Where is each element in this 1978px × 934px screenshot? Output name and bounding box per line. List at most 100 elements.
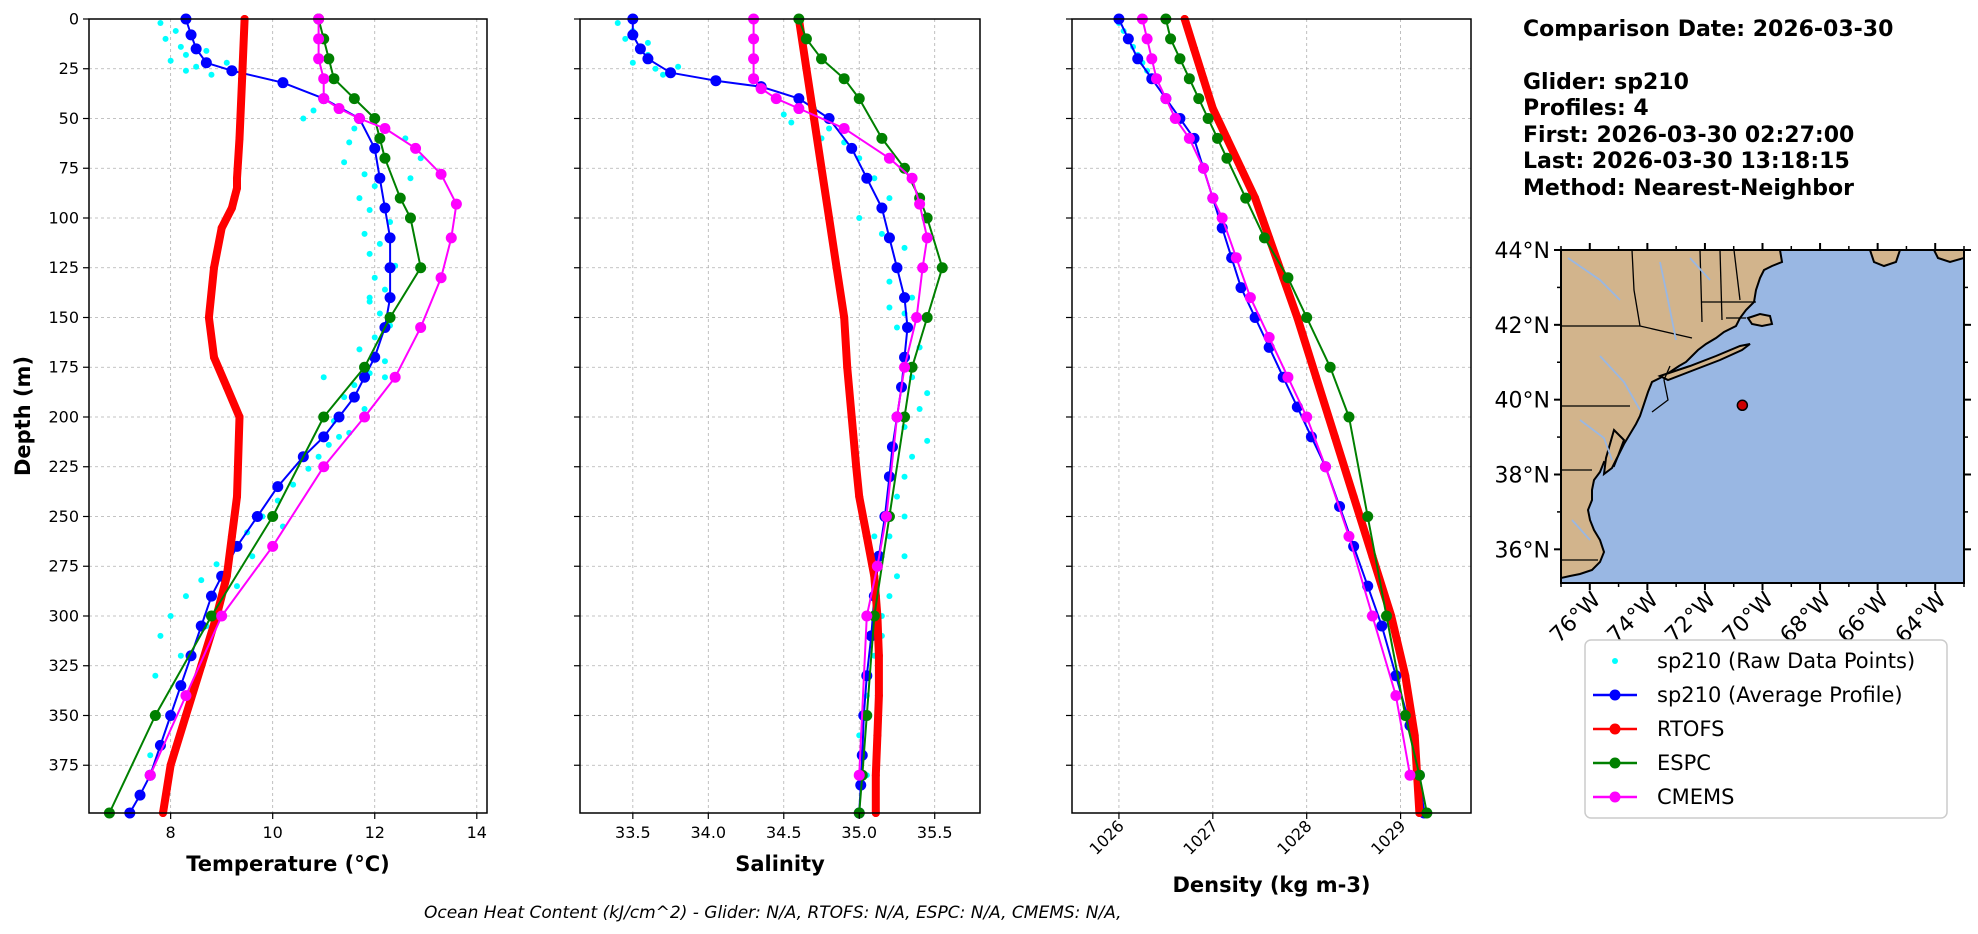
series-marker-cmems bbox=[415, 321, 427, 333]
series-marker-glider bbox=[318, 431, 330, 443]
series-marker-espc bbox=[374, 132, 386, 144]
x-axis-label: Temperature (°C) bbox=[186, 852, 389, 876]
series-marker-cmems bbox=[861, 610, 873, 622]
x-tick-label: 35.0 bbox=[841, 823, 877, 842]
raw-data-point bbox=[193, 63, 200, 70]
raw-data-point bbox=[901, 513, 908, 520]
y-tick-label: 300 bbox=[48, 606, 79, 625]
series-marker-espc bbox=[861, 709, 873, 721]
series-marker-glider bbox=[384, 232, 396, 244]
series-marker-espc bbox=[318, 411, 330, 423]
raw-data-point bbox=[167, 612, 174, 619]
raw-data-point bbox=[182, 51, 189, 58]
series-marker-espc bbox=[1343, 411, 1355, 423]
series-marker-espc bbox=[1258, 232, 1270, 244]
series-marker-rtofs bbox=[832, 263, 841, 272]
raw-data-point bbox=[198, 577, 205, 584]
map-lon-label: 74°W bbox=[1603, 587, 1664, 648]
series-marker-glider bbox=[333, 411, 345, 423]
raw-data-point bbox=[893, 493, 900, 500]
series-marker-cmems bbox=[871, 560, 883, 572]
raw-data-point bbox=[407, 175, 414, 182]
series-marker-glider bbox=[175, 680, 187, 692]
series-marker-rtofs bbox=[852, 462, 861, 471]
y-tick-label: 75 bbox=[59, 159, 79, 178]
series-marker-cmems bbox=[1207, 192, 1219, 204]
series-marker-espc bbox=[936, 262, 948, 274]
raw-data-point bbox=[371, 274, 378, 281]
series-marker-cmems bbox=[899, 361, 911, 373]
raw-data-point bbox=[644, 39, 651, 46]
series-marker-cmems bbox=[1244, 292, 1256, 304]
series-marker-glider bbox=[665, 67, 677, 79]
legend-label: CMEMS bbox=[1657, 785, 1735, 809]
series-marker-rtofs bbox=[840, 313, 849, 322]
series-marker-rtofs bbox=[1236, 164, 1245, 173]
raw-data-point bbox=[300, 115, 307, 122]
raw-data-point bbox=[660, 71, 667, 78]
legend-swatch-marker-rtofs bbox=[1609, 723, 1621, 735]
raw-data-point bbox=[361, 230, 368, 237]
series-line-glider bbox=[128, 18, 392, 814]
chart-panel-3: 1026 1027 1028 1029 Density (kg m-3) bbox=[1066, 13, 1472, 897]
series-line-glider bbox=[631, 18, 909, 814]
x-tick-label: 14 bbox=[467, 823, 487, 842]
series-marker-glider bbox=[793, 93, 805, 105]
series-marker-cmems bbox=[1160, 93, 1172, 105]
series-marker-glider bbox=[856, 749, 868, 761]
raw-data-point bbox=[417, 155, 424, 162]
y-tick-label: 150 bbox=[48, 308, 79, 327]
series-marker-cmems bbox=[793, 103, 805, 115]
series-marker-glider bbox=[902, 321, 914, 333]
raw-data-point bbox=[366, 207, 373, 214]
series-marker-rtofs bbox=[210, 263, 219, 272]
series-marker-rtofs bbox=[862, 532, 871, 541]
legend: sp210 (Raw Data Points) sp210 (Average Pr… bbox=[1584, 639, 1948, 819]
legend-label: sp210 (Raw Data Points) bbox=[1657, 649, 1915, 673]
series-marker-cmems bbox=[445, 232, 457, 244]
series-line-espc bbox=[1164, 18, 1428, 814]
series-marker-rtofs bbox=[1251, 194, 1260, 203]
series-marker-glider bbox=[226, 65, 238, 77]
series-marker-cmems bbox=[911, 311, 923, 323]
series-marker-cmems bbox=[333, 103, 345, 115]
raw-data-point bbox=[315, 453, 322, 460]
series-marker-espc bbox=[348, 93, 360, 105]
map-lon-label: 68°W bbox=[1776, 587, 1837, 648]
series-marker-cmems bbox=[880, 510, 892, 522]
raw-data-point bbox=[341, 159, 348, 166]
rivers-lakes bbox=[1567, 257, 1711, 541]
series-line-rtofs bbox=[159, 15, 249, 817]
info-block: Comparison Date: 2026-03-30 Glider: sp21… bbox=[1523, 17, 1893, 201]
series-marker-rtofs bbox=[1312, 373, 1321, 382]
series-marker-cmems bbox=[1197, 162, 1209, 174]
series-marker-rtofs bbox=[1410, 731, 1419, 740]
series-marker-glider bbox=[277, 77, 289, 89]
series-marker-cmems bbox=[435, 272, 447, 284]
raw-data-point bbox=[233, 583, 240, 590]
map-land bbox=[1561, 250, 1784, 580]
series-marker-espc bbox=[379, 152, 391, 164]
series-marker-glider bbox=[200, 57, 212, 69]
series-marker-cmems bbox=[313, 33, 325, 45]
raw-data-point bbox=[622, 35, 629, 42]
raw-data-point bbox=[182, 593, 189, 600]
raw-data-point bbox=[356, 346, 363, 353]
series-marker-cmems bbox=[1141, 33, 1153, 45]
series-marker-cmems bbox=[216, 610, 228, 622]
series-marker-glider bbox=[883, 232, 895, 244]
series-marker-rtofs bbox=[204, 313, 213, 322]
raw-data-point bbox=[356, 195, 363, 202]
series-marker-cmems bbox=[1390, 690, 1402, 702]
raw-data-point bbox=[351, 382, 358, 389]
y-tick-label: 375 bbox=[48, 756, 79, 775]
series-marker-espc bbox=[1212, 132, 1224, 144]
series-marker-espc bbox=[384, 311, 396, 323]
series-marker-glider bbox=[883, 471, 895, 483]
raw-data-point bbox=[366, 294, 373, 301]
series-marker-cmems bbox=[1263, 331, 1275, 343]
raw-data-point bbox=[290, 481, 297, 488]
series-marker-glider bbox=[1235, 282, 1247, 294]
x-tick-label: 1026 bbox=[1086, 816, 1128, 858]
x-tick-label: 12 bbox=[365, 823, 385, 842]
